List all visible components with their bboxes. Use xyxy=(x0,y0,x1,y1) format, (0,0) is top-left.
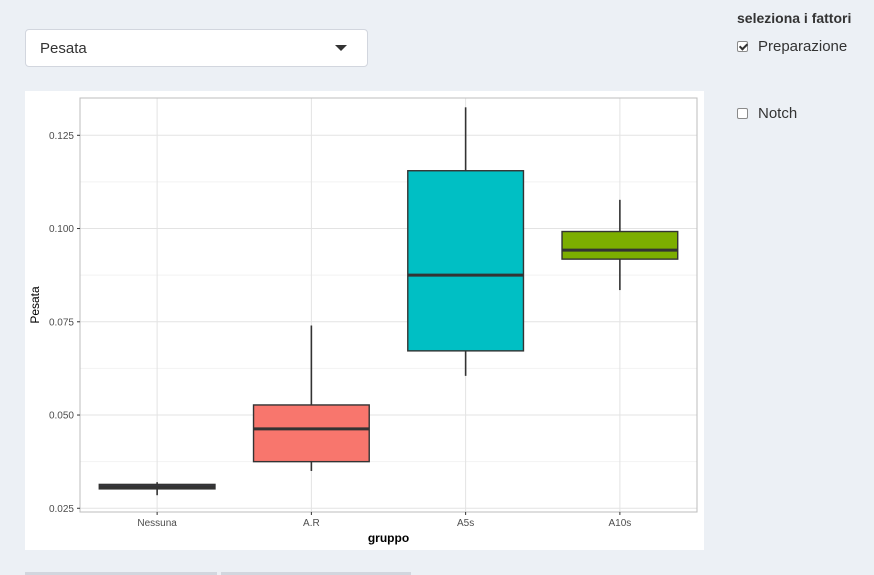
box-a-r xyxy=(252,325,370,471)
x-tick-label: A10s xyxy=(608,518,631,529)
y-axis-ticks: 0.025 0.050 0.075 0.100 0.125 xyxy=(49,131,80,515)
checkbox-notch-box[interactable] xyxy=(737,108,748,119)
tab-stub-right xyxy=(221,572,411,575)
box-iqr xyxy=(407,170,525,352)
checkbox-preparazione-box[interactable] xyxy=(737,41,749,52)
x-axis-ticks: Nessuna A.R A5s A10s xyxy=(137,512,631,529)
factors-heading: seleziona i fattori xyxy=(737,10,852,26)
y-axis-title: Pesata xyxy=(28,286,42,324)
x-tick-label: A.R xyxy=(303,518,320,529)
boxes xyxy=(98,107,679,496)
box-iqr xyxy=(561,230,679,260)
checkbox-preparazione-label: Preparazione xyxy=(758,38,848,55)
variable-select[interactable]: Pesata xyxy=(25,29,368,67)
x-axis-title: gruppo xyxy=(368,531,409,545)
checkbox-notch[interactable]: Notch xyxy=(737,105,797,122)
grid-major xyxy=(80,98,697,512)
check-icon xyxy=(738,41,749,51)
y-tick-label: 0.125 xyxy=(49,131,74,142)
box-nessuna xyxy=(98,482,216,496)
y-tick-label: 0.100 xyxy=(49,224,74,235)
y-tick-label: 0.025 xyxy=(49,504,74,515)
boxplot-chart: 0.025 0.050 0.075 0.100 0.125 Nessuna A.R A5s A… xyxy=(28,97,698,545)
checkbox-preparazione[interactable]: Preparazione xyxy=(737,38,847,55)
tab-stub-left xyxy=(25,572,217,575)
y-tick-label: 0.075 xyxy=(49,317,74,328)
y-tick-label: 0.050 xyxy=(49,411,74,422)
box-a5s xyxy=(407,107,525,376)
chevron-down-icon[interactable] xyxy=(335,45,347,51)
variable-select-value: Pesata xyxy=(40,40,87,57)
box-iqr xyxy=(252,404,370,463)
x-tick-label: Nessuna xyxy=(137,518,177,529)
boxplot-panel: 0.025 0.050 0.075 0.100 0.125 Nessuna A.R A5s A… xyxy=(25,91,704,550)
box-a10s xyxy=(561,199,679,291)
grid-minor xyxy=(80,181,697,463)
x-tick-label: A5s xyxy=(457,518,474,529)
checkbox-notch-label: Notch xyxy=(758,105,798,122)
plot-border xyxy=(79,97,698,513)
